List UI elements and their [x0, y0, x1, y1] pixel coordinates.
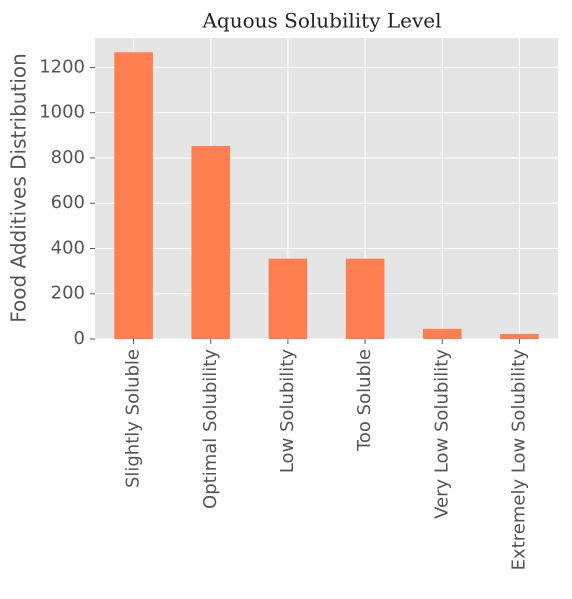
x-tick-label: Slightly Soluble — [123, 349, 144, 488]
bar — [345, 258, 385, 339]
bar — [191, 145, 231, 339]
y-tick-label: 600 — [51, 192, 85, 213]
x-tick-label: Too Soluble — [354, 349, 375, 452]
y-axis-label: Food Additives Distribution — [7, 53, 31, 323]
x-tick-label: Optimal Solubility — [200, 349, 221, 509]
y-tick-label: 400 — [51, 237, 85, 258]
y-tick-label: 1200 — [39, 56, 85, 77]
plot-area — [95, 38, 558, 339]
y-tick-label: 1000 — [39, 102, 85, 123]
y-tick-label: 800 — [51, 147, 85, 168]
bar — [500, 334, 539, 339]
y-tick-label: 200 — [51, 283, 85, 304]
bar — [268, 258, 308, 339]
bar — [422, 328, 462, 339]
x-tick-label: Very Low Solubility — [431, 349, 452, 519]
chart-title: Aquous Solubility Level — [201, 9, 441, 33]
bar — [114, 52, 153, 339]
x-tick-label: Low Solubility — [277, 349, 298, 474]
y-tick-label: 0 — [74, 328, 85, 349]
x-tick-label: Extremely Low Solubility — [508, 349, 529, 571]
